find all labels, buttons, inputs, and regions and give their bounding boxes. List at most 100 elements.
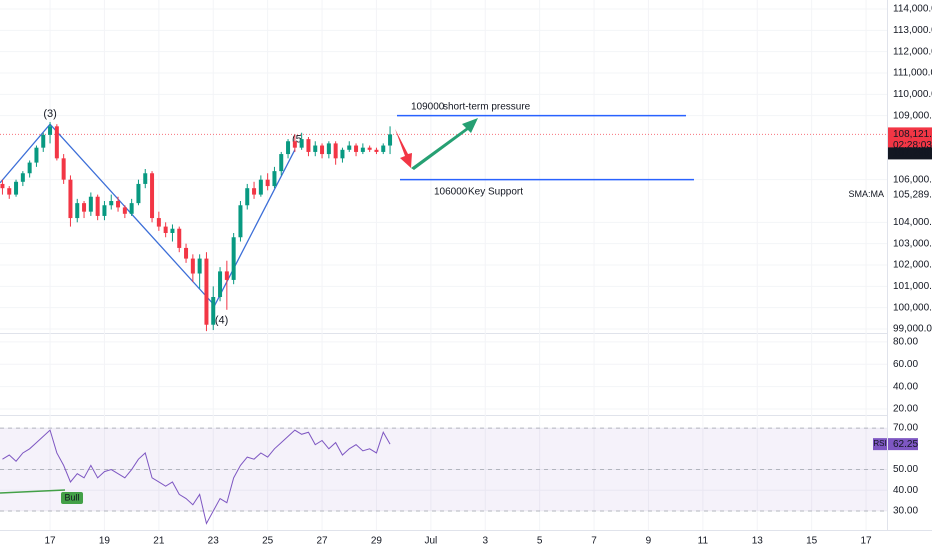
candle-body (102, 205, 107, 216)
divergence-tag (61, 492, 84, 505)
candle-body (61, 158, 66, 180)
candle-body (129, 203, 134, 214)
rsi-name-box (873, 438, 887, 451)
x-tick-label: 7 (591, 536, 597, 547)
y-tick-label: 102,000.00 (893, 260, 932, 271)
candle-body (211, 296, 216, 325)
x-tick-label: 25 (262, 536, 274, 547)
candle-body (218, 271, 223, 297)
candle-body (231, 237, 236, 280)
y-tick-label: 20.00 (893, 404, 918, 415)
level-text: short-term pressure (443, 101, 531, 112)
x-tick-label: 29 (371, 536, 383, 547)
y-tick-label: 101,000.00 (893, 281, 932, 292)
candle-body (381, 145, 386, 152)
candle-body (122, 207, 127, 214)
wave-label: (5 (292, 134, 302, 146)
candle-body (177, 228, 182, 248)
arrows (395, 118, 478, 170)
candle-body (272, 171, 277, 187)
y-tick-label: 104,000.00 (893, 217, 932, 228)
candle-body (279, 154, 284, 172)
candle-body (204, 258, 209, 325)
y-tick-label: 50.00 (893, 464, 918, 475)
candle-body (320, 145, 325, 155)
x-tick-label: 17 (44, 536, 56, 547)
candle-body (252, 188, 257, 195)
candle-body (347, 145, 352, 150)
y-tick-label: 60.00 (893, 359, 918, 370)
x-tick-label: 9 (646, 536, 652, 547)
divergence-label: Bull (65, 492, 80, 502)
candle-body (258, 179, 263, 195)
y-tick-label: 40.00 (893, 381, 918, 392)
candle-body (116, 200, 121, 208)
y-tick-label: 112,000.00 (893, 46, 932, 57)
candle-body (265, 179, 270, 187)
candle-body (88, 196, 93, 212)
ma-price-box (888, 147, 932, 160)
y-tick-label: 80.00 (893, 337, 918, 348)
wave-line (0, 123, 296, 307)
y-tick-label: 100,000.00 (893, 302, 932, 313)
up-arrow (411, 118, 478, 170)
candle-body (136, 183, 141, 204)
x-tick-label: 5 (537, 536, 543, 547)
x-tick-label: Jul (424, 536, 437, 547)
candle-body (238, 205, 243, 238)
candle-body (20, 173, 25, 182)
y-tick-label: 110,000.00 (893, 89, 932, 100)
rsi-value-box (888, 438, 918, 451)
candle-body (286, 141, 291, 155)
y-tick-label: 106,000.00 (893, 174, 932, 185)
y-tick-label: 99,000.00 (893, 324, 932, 335)
y-tick-label: 113,000.00 (893, 25, 932, 36)
candle-body (143, 173, 148, 184)
sma-box (888, 188, 932, 201)
sma-label: 105,289.85 (893, 189, 932, 200)
candle-body (360, 147, 365, 152)
candle-body (75, 203, 80, 219)
x-tick-label: 19 (99, 536, 111, 547)
candle-body (354, 145, 359, 152)
rsi-name: RSI (873, 439, 886, 448)
candle-body (245, 188, 250, 206)
candle-body (156, 218, 161, 227)
candle-body (299, 139, 304, 148)
candle-body (54, 126, 59, 159)
y-tick-label: 70.00 (893, 423, 918, 434)
down-arrow (395, 129, 412, 168)
candle-body (333, 143, 338, 159)
candle-body (0, 183, 5, 189)
x-tick-label: 13 (752, 536, 764, 547)
candle-body (326, 143, 331, 155)
level-text: Key Support (468, 186, 523, 197)
y-tick-label: 103,000.00 (893, 238, 932, 249)
x-tick-label: 11 (698, 536, 709, 547)
candle-body (190, 258, 195, 274)
x-tick-label: 3 (482, 536, 488, 547)
rsi-value-label: 62.25 (893, 439, 918, 450)
candle-body (313, 145, 318, 152)
x-tick-label: 15 (806, 536, 818, 547)
candle-body (388, 134, 393, 146)
divergence-line (0, 489, 66, 494)
candle-body (95, 196, 100, 216)
candle-body (48, 126, 53, 135)
candle-body (34, 147, 39, 163)
candle-body (150, 173, 155, 219)
candle-body (367, 147, 372, 150)
candle-body (27, 162, 32, 174)
candle-body (224, 271, 229, 280)
y-tick-label: 114,000.00 (893, 4, 932, 15)
x-tick-label: 23 (208, 536, 220, 547)
candle-body (374, 149, 379, 152)
candle-body (292, 141, 297, 148)
candle-body (41, 134, 46, 148)
candle-body (340, 149, 345, 159)
candle-body (7, 188, 12, 195)
candle-body (170, 228, 175, 233)
last-price-label: 108,121.68 (893, 129, 932, 140)
